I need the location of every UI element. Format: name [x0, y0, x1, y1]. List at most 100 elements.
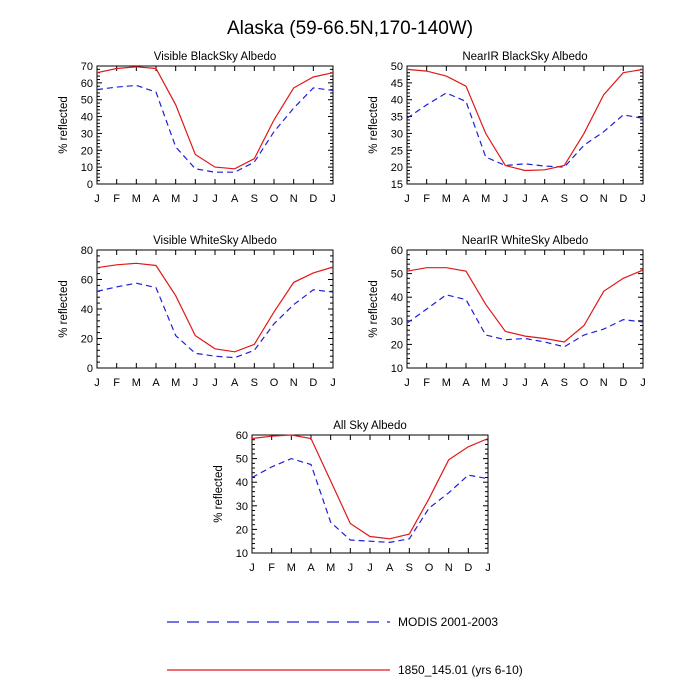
x-tick-label: D — [464, 562, 472, 574]
plot-frame — [96, 65, 334, 185]
x-tick-label: D — [619, 193, 627, 205]
y-tick-label: 30 — [391, 128, 403, 140]
y-tick-label: 30 — [391, 316, 403, 328]
x-tick-label: A — [231, 377, 239, 389]
x-tick-label: D — [309, 377, 317, 389]
x-tick-label: J — [522, 377, 528, 389]
x-tick-label: N — [600, 377, 608, 389]
y-tick-label: 10 — [236, 548, 248, 560]
y-tick-label: 30 — [236, 501, 248, 513]
x-tick-label: A — [541, 377, 549, 389]
x-tick-label: F — [113, 377, 120, 389]
y-axis-label: % reflected — [368, 96, 380, 154]
x-tick-label: J — [249, 562, 255, 574]
modis-series-line — [406, 92, 644, 168]
legend-label: MODIS 2001-2003 — [398, 615, 498, 629]
y-axis-label: % reflected — [368, 280, 380, 338]
x-tick-label: J — [404, 193, 410, 205]
plot-frame — [96, 249, 334, 369]
x-tick-label: A — [386, 562, 394, 574]
y-tick-label: 60 — [391, 245, 403, 257]
x-tick-label: J — [330, 377, 336, 389]
x-tick-label: O — [270, 193, 279, 205]
y-axis-label: % reflected — [58, 280, 70, 338]
chart-title: NearIR WhiteSky Albedo — [462, 235, 589, 247]
x-tick-label: J — [193, 193, 199, 205]
x-tick-label: J — [367, 562, 373, 574]
x-tick-label: S — [561, 193, 568, 205]
y-tick-label: 50 — [391, 269, 403, 281]
x-tick-label: J — [404, 377, 410, 389]
x-tick-label: N — [445, 562, 453, 574]
x-tick-label: A — [152, 193, 160, 205]
model-series-line — [96, 66, 334, 170]
chart-title: All Sky Albedo — [333, 420, 407, 432]
y-tick-label: 30 — [81, 128, 93, 140]
figure-title: Alaska (59-66.5N,170-140W) — [227, 18, 473, 39]
x-tick-label: F — [423, 377, 430, 389]
y-tick-label: 60 — [81, 78, 93, 90]
plot-frame — [251, 434, 489, 554]
y-tick-label: 70 — [81, 61, 93, 73]
model-series-line — [96, 262, 334, 353]
y-axis-label: % reflected — [213, 465, 225, 523]
x-tick-label: S — [406, 562, 413, 574]
x-tick-label: N — [600, 193, 608, 205]
x-tick-label: A — [231, 193, 239, 205]
y-tick-label: 35 — [391, 112, 403, 124]
x-tick-label: J — [193, 377, 199, 389]
x-tick-label: S — [251, 193, 258, 205]
modis-series-line — [96, 282, 334, 359]
y-tick-label: 20 — [391, 339, 403, 351]
y-tick-label: 10 — [81, 162, 93, 174]
x-tick-label: O — [580, 377, 589, 389]
x-tick-label: J — [330, 193, 336, 205]
y-tick-label: 40 — [391, 292, 403, 304]
y-tick-label: 50 — [391, 61, 403, 73]
y-tick-label: 60 — [236, 430, 248, 442]
y-tick-label: 80 — [81, 245, 93, 257]
x-tick-label: F — [113, 193, 120, 205]
plot-frame — [406, 65, 644, 185]
chart-title: Visible WhiteSky Albedo — [153, 235, 277, 247]
x-tick-label: J — [94, 193, 100, 205]
y-tick-label: 15 — [391, 179, 403, 191]
y-tick-label: 60 — [81, 275, 93, 287]
model-series-line — [406, 68, 644, 172]
x-tick-label: M — [481, 377, 490, 389]
y-tick-label: 40 — [391, 95, 403, 107]
model-series-line — [406, 267, 644, 343]
y-tick-label: 25 — [391, 145, 403, 157]
x-tick-label: A — [307, 562, 315, 574]
x-tick-label: M — [442, 193, 451, 205]
x-tick-label: F — [268, 562, 275, 574]
x-tick-label: M — [171, 193, 180, 205]
y-tick-label: 40 — [81, 304, 93, 316]
x-tick-label: J — [94, 377, 100, 389]
chart-title: NearIR BlackSky Albedo — [462, 51, 587, 63]
modis-series-line — [406, 294, 644, 348]
x-tick-label: A — [462, 377, 470, 389]
x-tick-label: A — [152, 377, 160, 389]
x-tick-label: N — [290, 377, 298, 389]
x-tick-label: O — [425, 562, 434, 574]
x-tick-label: M — [171, 377, 180, 389]
x-tick-label: F — [423, 193, 430, 205]
x-tick-label: M — [481, 193, 490, 205]
modis-series-line — [251, 457, 489, 544]
y-axis-label: % reflected — [58, 96, 70, 154]
y-tick-label: 50 — [236, 454, 248, 466]
x-tick-label: J — [348, 562, 354, 574]
x-tick-label: O — [580, 193, 589, 205]
modis-series-line — [96, 84, 334, 173]
model-series-line — [251, 434, 489, 540]
x-tick-label: J — [640, 193, 646, 205]
x-tick-label: J — [522, 193, 528, 205]
y-tick-label: 20 — [81, 145, 93, 157]
x-tick-label: S — [251, 377, 258, 389]
